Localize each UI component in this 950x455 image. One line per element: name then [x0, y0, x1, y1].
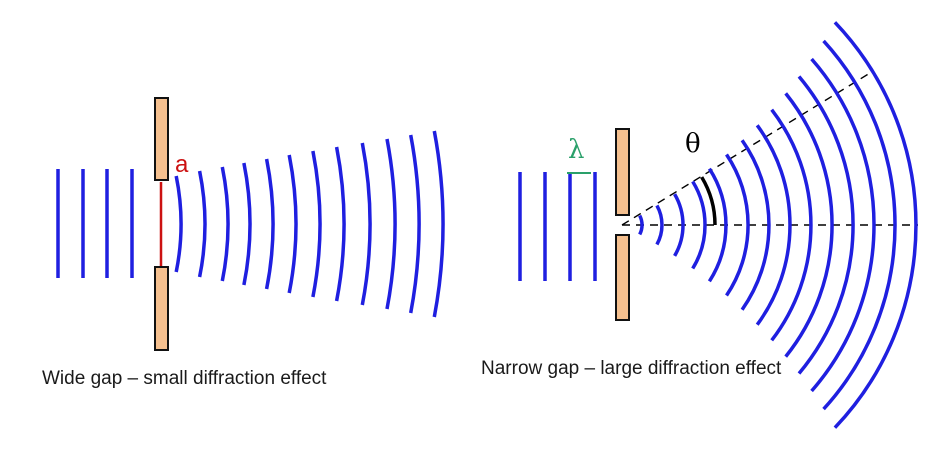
diffracted-wavefront	[334, 146, 346, 302]
left-incident-waves	[56, 169, 134, 278]
diffracted-wavefront	[242, 162, 252, 286]
right-incident-waves	[518, 172, 597, 281]
angle-label: θ	[685, 129, 701, 159]
diffracted-wavefront	[311, 150, 322, 298]
diffracted-wavefront	[385, 138, 397, 310]
diffracted-wavefront	[174, 175, 183, 273]
diffracted-wavefront	[408, 134, 421, 314]
left-panel: a Wide gap – small diffraction effect	[42, 97, 445, 389]
diffracted-wavefront	[740, 139, 771, 311]
left-diffracted-waves	[174, 130, 445, 318]
diffracted-wavefront	[264, 158, 275, 290]
diffracted-wavefront	[220, 166, 230, 282]
diffracted-wavefront	[725, 153, 750, 297]
diffracted-wavefront	[638, 214, 644, 236]
diffracted-wavefront	[691, 180, 707, 270]
left-caption: Wide gap – small diffraction effect	[42, 368, 327, 389]
diffracted-wavefront	[707, 167, 728, 283]
diffracted-wavefront	[810, 57, 876, 393]
diffracted-wavefront	[755, 124, 792, 326]
angle-arc	[700, 176, 717, 226]
diffracted-wavefront	[197, 170, 207, 278]
left-barrier-bottom	[154, 266, 169, 351]
left-gap-label: a	[175, 151, 189, 178]
diffracted-wavefront	[822, 39, 897, 411]
diffracted-wavefront	[673, 193, 685, 257]
right-diffracted-waves	[638, 21, 918, 429]
diffracted-wavefront	[287, 154, 298, 294]
diffracted-wavefront	[797, 75, 855, 375]
wavelength-label: λ	[568, 135, 584, 165]
diffracted-wavefront	[360, 142, 372, 306]
diffracted-wavefront	[770, 108, 813, 342]
diffracted-wavefront	[655, 204, 664, 246]
diffracted-wavefront	[784, 92, 834, 358]
right-panel: λ θ Narrow gap – large diffraction effec…	[481, 21, 918, 429]
diffracted-wavefront	[833, 21, 918, 429]
right-barrier-top	[615, 128, 630, 216]
right-caption: Narrow gap – large diffraction effect	[481, 358, 782, 379]
right-barrier-bottom	[615, 234, 630, 321]
diffracted-wavefront	[432, 130, 445, 318]
left-barrier-top	[154, 97, 169, 181]
